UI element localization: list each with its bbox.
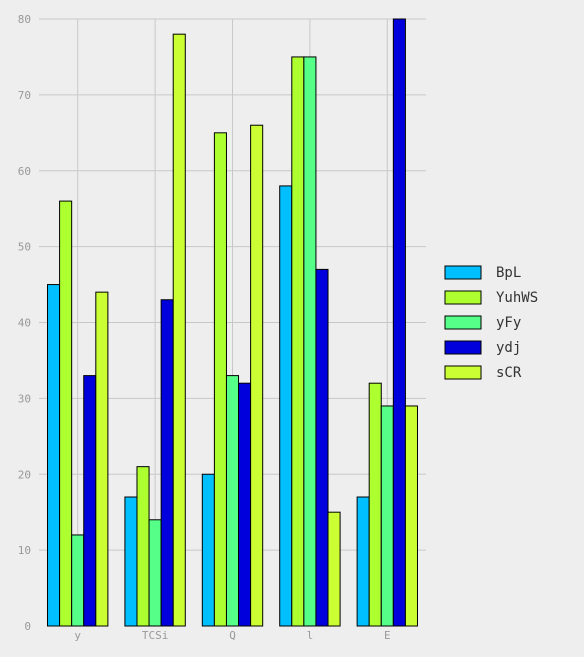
y-tick-label: 30 xyxy=(18,392,31,405)
legend-swatch xyxy=(444,365,482,380)
x-tick-label: y xyxy=(74,629,81,642)
bar xyxy=(136,466,150,627)
bar xyxy=(83,375,97,627)
bar xyxy=(315,268,329,627)
bar xyxy=(160,299,174,627)
legend-swatch xyxy=(444,265,482,280)
y-tick-label: 20 xyxy=(18,468,31,481)
bar xyxy=(124,496,138,627)
bar xyxy=(404,405,418,627)
x-tick-label: E xyxy=(384,629,391,642)
y-tick-label: 80 xyxy=(18,13,31,26)
bar xyxy=(303,56,317,627)
bar xyxy=(380,405,394,627)
bar xyxy=(368,382,382,627)
x-tick-label: TCSi xyxy=(142,629,169,642)
y-tick-label: 0 xyxy=(24,620,31,633)
legend: BpL YuhWS yFy ydj sCR xyxy=(444,265,538,381)
bar xyxy=(201,473,215,627)
legend-label: sCR xyxy=(496,365,522,381)
bar xyxy=(148,519,162,627)
bar xyxy=(172,33,186,627)
bar xyxy=(392,18,406,627)
bar xyxy=(71,534,85,627)
bar xyxy=(279,185,293,627)
legend-label: yFy xyxy=(496,315,521,331)
y-tick-label: 70 xyxy=(18,89,31,102)
bar xyxy=(47,284,61,627)
y-tick-label: 10 xyxy=(18,544,31,557)
y-tick-label: 40 xyxy=(18,317,31,330)
bar xyxy=(95,291,109,627)
bars xyxy=(47,18,418,627)
legend-label: YuhWS xyxy=(496,290,538,306)
y-tick-label: 50 xyxy=(18,241,31,254)
y-tick-label: 60 xyxy=(18,165,31,178)
bar xyxy=(238,382,252,627)
bar xyxy=(225,375,240,627)
bar xyxy=(250,124,264,627)
x-tick-label: Q xyxy=(229,629,236,642)
bar xyxy=(213,132,227,627)
legend-label: BpL xyxy=(496,265,521,281)
x-tick-label: l xyxy=(307,629,314,642)
bar xyxy=(327,511,341,627)
bar xyxy=(291,56,305,627)
legend-swatch xyxy=(444,290,482,305)
legend-label: ydj xyxy=(496,340,521,356)
legend-swatch xyxy=(444,315,482,330)
legend-swatch xyxy=(444,340,482,355)
bar xyxy=(356,496,370,627)
bar xyxy=(59,200,73,627)
